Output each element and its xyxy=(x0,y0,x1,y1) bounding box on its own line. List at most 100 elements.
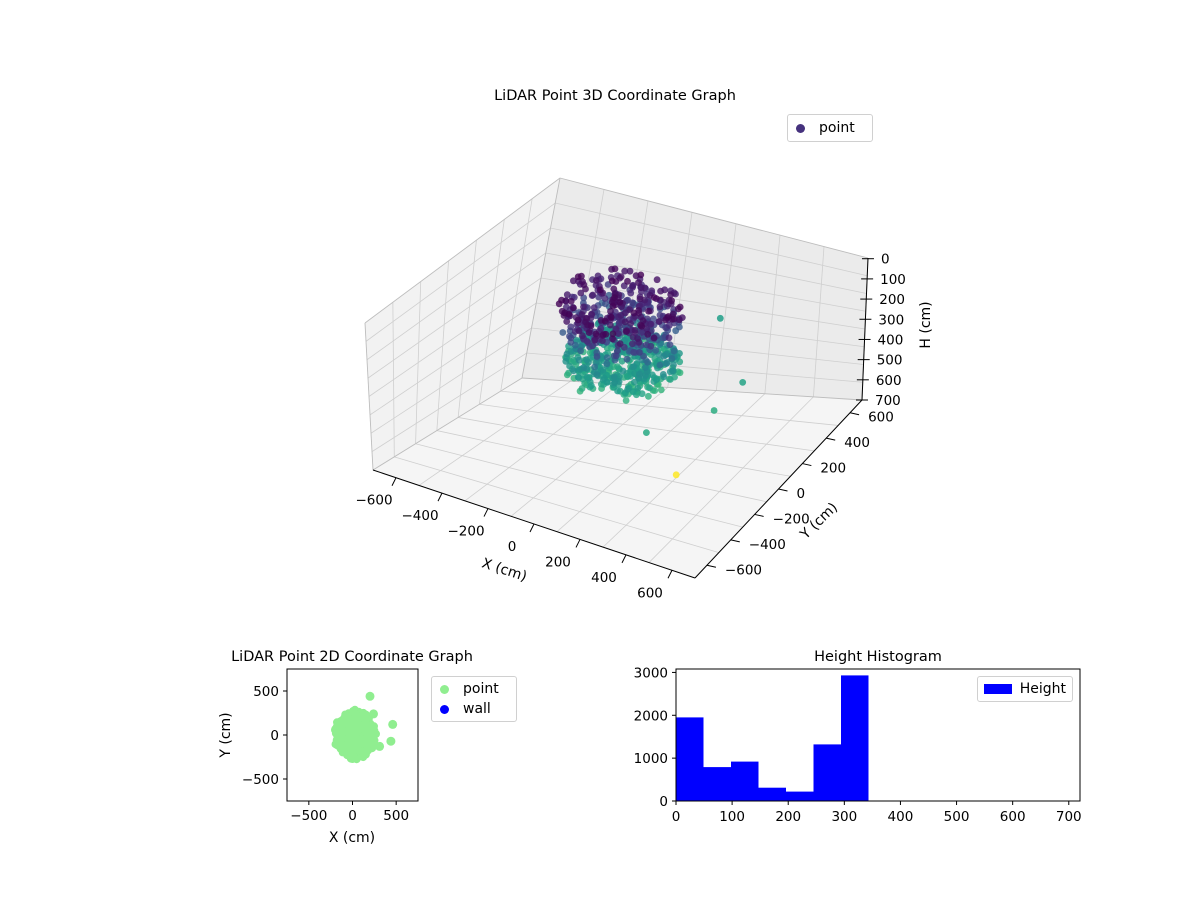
point-2d xyxy=(343,739,352,748)
point-3d xyxy=(596,286,604,294)
bars-histogram xyxy=(676,675,869,801)
point-3d xyxy=(634,384,642,392)
point-3d xyxy=(739,379,747,386)
point-3d xyxy=(644,358,651,366)
point-3d xyxy=(583,338,591,345)
point-3d xyxy=(647,342,655,350)
y-tick-label-3d: 400 xyxy=(844,435,870,451)
x-tick-label-hist: 300 xyxy=(831,809,857,825)
point-3d xyxy=(656,361,664,369)
point-3d xyxy=(645,392,652,400)
plot-area-hist xyxy=(675,668,1081,802)
point-3d xyxy=(559,329,567,336)
point-3d xyxy=(579,332,586,340)
y-tick-3d xyxy=(706,564,717,568)
point-3d xyxy=(587,382,595,390)
grid-line-3d xyxy=(415,443,743,528)
point-3d xyxy=(603,354,611,361)
point-3d xyxy=(657,287,664,295)
y-tick-3d xyxy=(730,539,740,543)
point-3d xyxy=(622,397,630,404)
point-2d xyxy=(386,736,396,746)
x-tick-label-3d: 0 xyxy=(508,539,517,555)
xlabel-2d: X (cm) xyxy=(329,830,375,846)
point-3d xyxy=(589,291,597,299)
y-tick-label-hist: 1000 xyxy=(634,751,668,767)
point-3d xyxy=(614,387,621,395)
y-tick-label-3d: −200 xyxy=(773,511,810,527)
histogram-bar xyxy=(813,744,841,801)
point-3d xyxy=(567,334,575,342)
point-3d xyxy=(616,340,624,347)
point-3d xyxy=(585,329,593,336)
point-3d xyxy=(591,363,598,371)
point-3d xyxy=(666,341,674,349)
point-3d xyxy=(593,371,601,379)
x-tick-3d xyxy=(391,477,397,486)
axes-3d: −600 −400 −200 0 200 400 600 −600 −400 −200 0 200 40… xyxy=(355,252,905,602)
legend-marker-wall-2d xyxy=(440,704,449,714)
x-tick-3d xyxy=(621,554,627,564)
point-3d xyxy=(629,340,636,348)
point-2d xyxy=(354,746,363,755)
point-3d xyxy=(615,373,623,380)
point-2d xyxy=(340,727,349,736)
point-3d xyxy=(652,347,660,354)
z-tick-label-3d: 0 xyxy=(881,252,890,268)
z-tick-label-3d: 500 xyxy=(877,353,903,369)
points-3d xyxy=(555,265,747,479)
grid-line-3d xyxy=(464,383,620,502)
point-3d xyxy=(599,366,607,374)
y-tick-label-3d: −600 xyxy=(725,562,762,578)
point-2d xyxy=(331,726,339,734)
legend-hist: Height xyxy=(977,676,1073,702)
point-3d xyxy=(608,277,616,285)
x-tick-label-3d: −400 xyxy=(401,508,438,524)
point-3d xyxy=(660,352,668,360)
point-3d xyxy=(601,295,609,302)
point-3d xyxy=(609,335,616,343)
point-3d xyxy=(583,356,590,364)
point-3d xyxy=(672,471,680,479)
point-3d xyxy=(634,335,642,342)
point-3d xyxy=(614,347,621,355)
point-3d xyxy=(629,282,636,290)
point-2d xyxy=(346,754,355,763)
point-3d xyxy=(650,315,657,323)
point-3d xyxy=(650,294,658,301)
x-tick-label-2d: 500 xyxy=(383,808,409,824)
plot-histogram: Height Histogram 0 100 200 300 400 500 600 7000… xyxy=(634,649,1082,825)
point-3d xyxy=(577,289,585,297)
title-hist: Height Histogram xyxy=(814,649,942,665)
y-tick-label-2d: −500 xyxy=(242,772,279,788)
point-3d xyxy=(655,318,663,325)
point-3d xyxy=(607,313,615,321)
grid-line-3d xyxy=(436,430,767,503)
grid-line-3d xyxy=(418,380,571,486)
pane-left xyxy=(365,178,560,470)
point-3d xyxy=(636,349,643,356)
points-2d xyxy=(331,691,398,764)
point-3d xyxy=(636,295,644,303)
x-tick-label-hist: 100 xyxy=(719,809,745,825)
x-tick-label-3d: −200 xyxy=(447,524,484,540)
point-3d xyxy=(587,322,595,330)
x-tick-label-hist: 700 xyxy=(1056,809,1082,825)
histogram-bar xyxy=(758,787,786,801)
point-3d xyxy=(580,303,587,311)
point-3d xyxy=(611,265,619,273)
y-tick-3d xyxy=(778,488,788,492)
legend-label-point-2d: point xyxy=(463,681,499,697)
point-3d xyxy=(578,311,586,318)
point-3d xyxy=(665,313,672,320)
title-2d: LiDAR Point 2D Coordinate Graph xyxy=(231,649,473,665)
y-tick-label-3d: 0 xyxy=(797,486,806,502)
point-3d xyxy=(668,355,676,362)
point-3d xyxy=(627,289,635,297)
point-3d xyxy=(611,294,618,301)
point-3d xyxy=(676,303,684,311)
point-2d xyxy=(333,732,342,741)
pane-edge-3d xyxy=(372,377,523,471)
y-tick-label-hist: 0 xyxy=(659,794,668,810)
legend-marker-point-2d xyxy=(440,684,449,694)
